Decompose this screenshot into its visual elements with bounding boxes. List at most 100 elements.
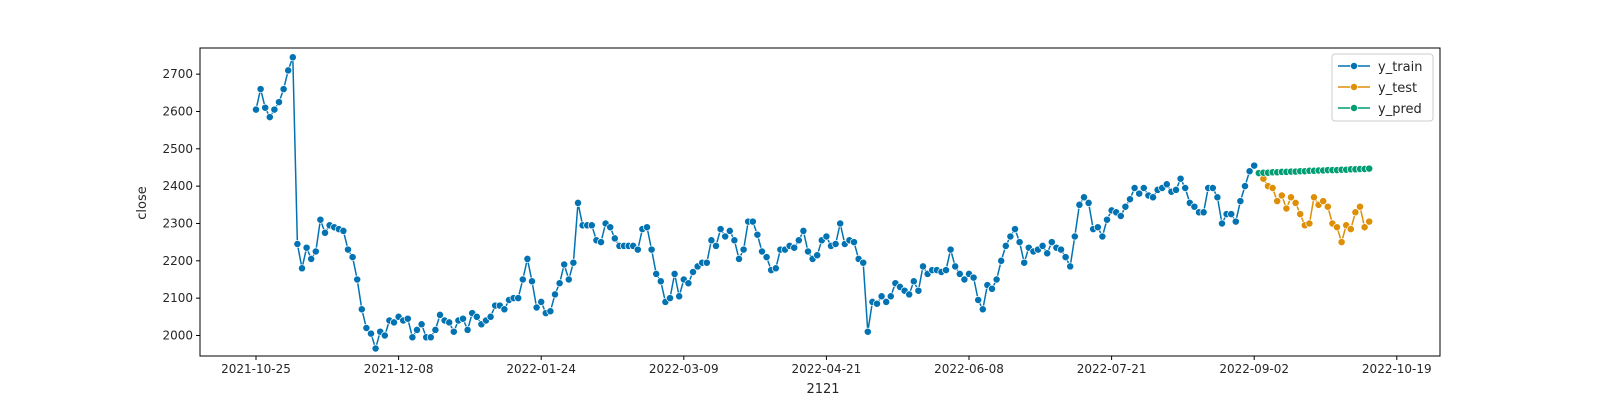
data-point-y-train [1043, 249, 1052, 258]
data-point-y-train [1213, 193, 1222, 202]
data-point-y-train [463, 325, 472, 334]
data-point-y-train [1066, 262, 1075, 271]
data-point-y-train [1098, 232, 1107, 241]
data-point-y-train [1015, 238, 1024, 247]
data-point-y-train [560, 260, 569, 269]
data-point-y-train [974, 296, 983, 304]
data-point-y-train [753, 230, 762, 239]
data-point-y-train [946, 245, 955, 254]
data-point-y-train [725, 226, 734, 235]
data-point-y-train [905, 290, 914, 299]
x-tick-label: 2021-12-08 [364, 362, 434, 376]
data-point-y-train [771, 264, 780, 273]
data-point-y-train [799, 226, 808, 235]
data-point-y-train [417, 320, 426, 329]
data-point-y-train [339, 226, 348, 235]
data-point-y-train [610, 234, 619, 243]
data-point-y-train [1084, 198, 1093, 207]
data-point-y-train [882, 297, 891, 306]
legend-marker-y-test [1350, 83, 1358, 91]
data-point-y-train [1075, 200, 1084, 209]
data-point-y-train [302, 243, 311, 252]
data-point-y-train [1038, 241, 1047, 250]
data-point-y-test [1287, 193, 1295, 202]
data-point-y-train [1231, 217, 1240, 226]
data-point-y-train [486, 312, 495, 321]
data-point-y-test [1282, 204, 1291, 213]
legend-label-y-test: y_test [1378, 81, 1417, 96]
legend-label-y-pred: y_pred [1378, 102, 1422, 117]
data-point-y-train [951, 262, 960, 271]
data-point-y-train [886, 292, 895, 301]
data-point-y-test [1351, 208, 1360, 217]
x-tick-label: 2022-09-02 [1219, 362, 1289, 376]
data-point-y-train [1103, 215, 1111, 224]
x-tick-label: 2021-10-25 [221, 362, 291, 376]
data-point-y-train [831, 240, 840, 248]
data-point-y-train [909, 277, 918, 286]
data-point-y-train [758, 247, 766, 256]
data-point-y-train [380, 331, 389, 340]
data-point-y-train [564, 275, 573, 284]
data-point-y-test [1310, 193, 1318, 202]
data-point-y-train [1080, 193, 1088, 202]
x-tick-label: 2022-01-24 [506, 362, 576, 376]
data-point-y-train [1149, 193, 1157, 202]
data-point-y-train [546, 307, 555, 316]
data-point-y-train [794, 236, 803, 245]
data-point-y-train [1250, 161, 1259, 170]
data-point-y-test [1323, 202, 1332, 211]
data-point-y-train [518, 275, 527, 284]
y-tick-label: 2600 [162, 104, 193, 118]
data-point-y-train [762, 253, 771, 262]
data-point-y-train [606, 223, 615, 232]
data-point-y-train [1116, 212, 1125, 220]
data-point-y-train [298, 264, 306, 273]
y-tick-label: 2200 [162, 254, 193, 268]
data-point-y-train [408, 333, 417, 342]
data-point-y-test [1333, 223, 1341, 232]
data-point-y-train [265, 113, 274, 122]
data-point-y-train [1135, 189, 1144, 198]
data-point-y-train [1181, 184, 1190, 192]
data-point-y-train [1218, 219, 1226, 228]
y-tick-label: 2000 [162, 328, 193, 342]
data-point-y-train [514, 294, 523, 303]
data-point-y-train [532, 303, 541, 312]
data-point-y-train [252, 105, 260, 114]
legend-label-y-train: y_train [1378, 60, 1422, 75]
y-tick-label: 2100 [162, 291, 193, 305]
data-point-y-train [307, 254, 316, 263]
data-point-y-train [288, 53, 297, 62]
data-point-y-train [863, 327, 872, 336]
data-point-y-train [914, 286, 923, 295]
data-point-y-train [689, 268, 697, 276]
data-point-y-train [426, 333, 435, 342]
data-point-y-train [675, 292, 684, 301]
y-tick-label: 2300 [162, 216, 193, 230]
data-point-y-train [537, 297, 546, 306]
y-tick-label: 2500 [162, 142, 193, 156]
data-point-y-train [670, 269, 679, 278]
x-tick-label: 2022-07-21 [1077, 362, 1147, 376]
data-point-y-train [730, 236, 739, 245]
data-point-y-test [1356, 202, 1364, 211]
data-point-y-train [1001, 241, 1010, 250]
data-point-y-train [652, 269, 661, 278]
data-point-y-train [555, 279, 564, 288]
data-point-y-train [942, 266, 950, 275]
data-point-y-train [321, 228, 329, 237]
data-point-y-train [403, 314, 412, 323]
legend-marker-y-pred [1350, 104, 1358, 112]
data-point-y-train [1172, 185, 1180, 194]
data-point-y-train [647, 245, 656, 254]
data-point-y-train [1241, 182, 1249, 191]
data-point-y-train [836, 219, 845, 228]
data-point-y-train [256, 85, 265, 94]
data-point-y-train [362, 324, 371, 332]
data-point-y-train [279, 85, 288, 94]
data-point-y-train [293, 240, 302, 248]
data-point-y-train [1236, 197, 1245, 206]
data-point-y-train [436, 310, 444, 319]
